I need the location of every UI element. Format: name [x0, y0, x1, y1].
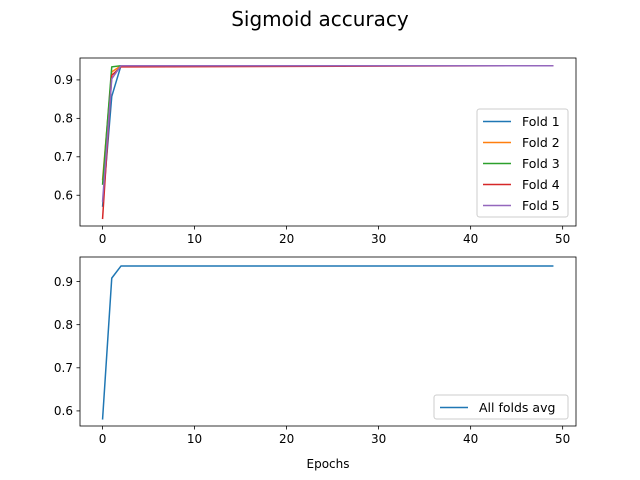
figure-title: Sigmoid accuracy — [231, 7, 409, 31]
legend-label-1: Fold 1 — [522, 114, 560, 129]
x-tick-label: 0 — [99, 232, 107, 246]
x-tick-label: 20 — [279, 232, 294, 246]
legend: All folds avg — [433, 394, 569, 420]
axes-frame — [79, 57, 577, 227]
y-tick-label: 0.9 — [54, 73, 73, 87]
legend-label-2: Fold 2 — [522, 135, 560, 150]
y-tick-label: 0.9 — [54, 275, 73, 289]
y-tick-label: 0.6 — [54, 189, 73, 203]
y-tick-label: 0.8 — [54, 112, 73, 126]
axes-frame — [79, 256, 577, 427]
legend-box — [433, 394, 569, 420]
y-tick-label: 0.7 — [54, 361, 73, 375]
legend-label-3: Fold 3 — [522, 156, 560, 171]
x-tick-label: 10 — [187, 432, 202, 446]
legend-label-4: Fold 4 — [522, 177, 560, 192]
y-tick-label: 0.8 — [54, 318, 73, 332]
y-tick-label: 0.7 — [54, 150, 73, 164]
x-tick-label: 50 — [555, 432, 570, 446]
legend-label-1: All folds avg — [479, 400, 555, 415]
x-tick-label: 50 — [555, 232, 570, 246]
x-tick-label: 40 — [463, 432, 478, 446]
y-tick-label: 0.6 — [54, 404, 73, 418]
series-line-1 — [101, 265, 554, 420]
x-axis-label: Epochs — [307, 457, 350, 471]
legend-box — [476, 108, 569, 218]
subplot-2: 0 10 20 30 40 50 0.6 0.7 0.8 0.9 Epochs All folds a… — [54, 256, 577, 471]
x-tick-label: 30 — [371, 232, 386, 246]
series-line-5 — [101, 64, 554, 202]
legend-label-5: Fold 5 — [522, 198, 560, 213]
x-tick-label: 30 — [371, 432, 386, 446]
x-tick-label: 10 — [187, 232, 202, 246]
x-tick-label: 40 — [463, 232, 478, 246]
x-tick-label: 20 — [279, 432, 294, 446]
x-tick-label: 0 — [99, 432, 107, 446]
legend: Fold 1 Fold 2 Fold 3 Fold 4 Fold 5 — [476, 108, 569, 218]
